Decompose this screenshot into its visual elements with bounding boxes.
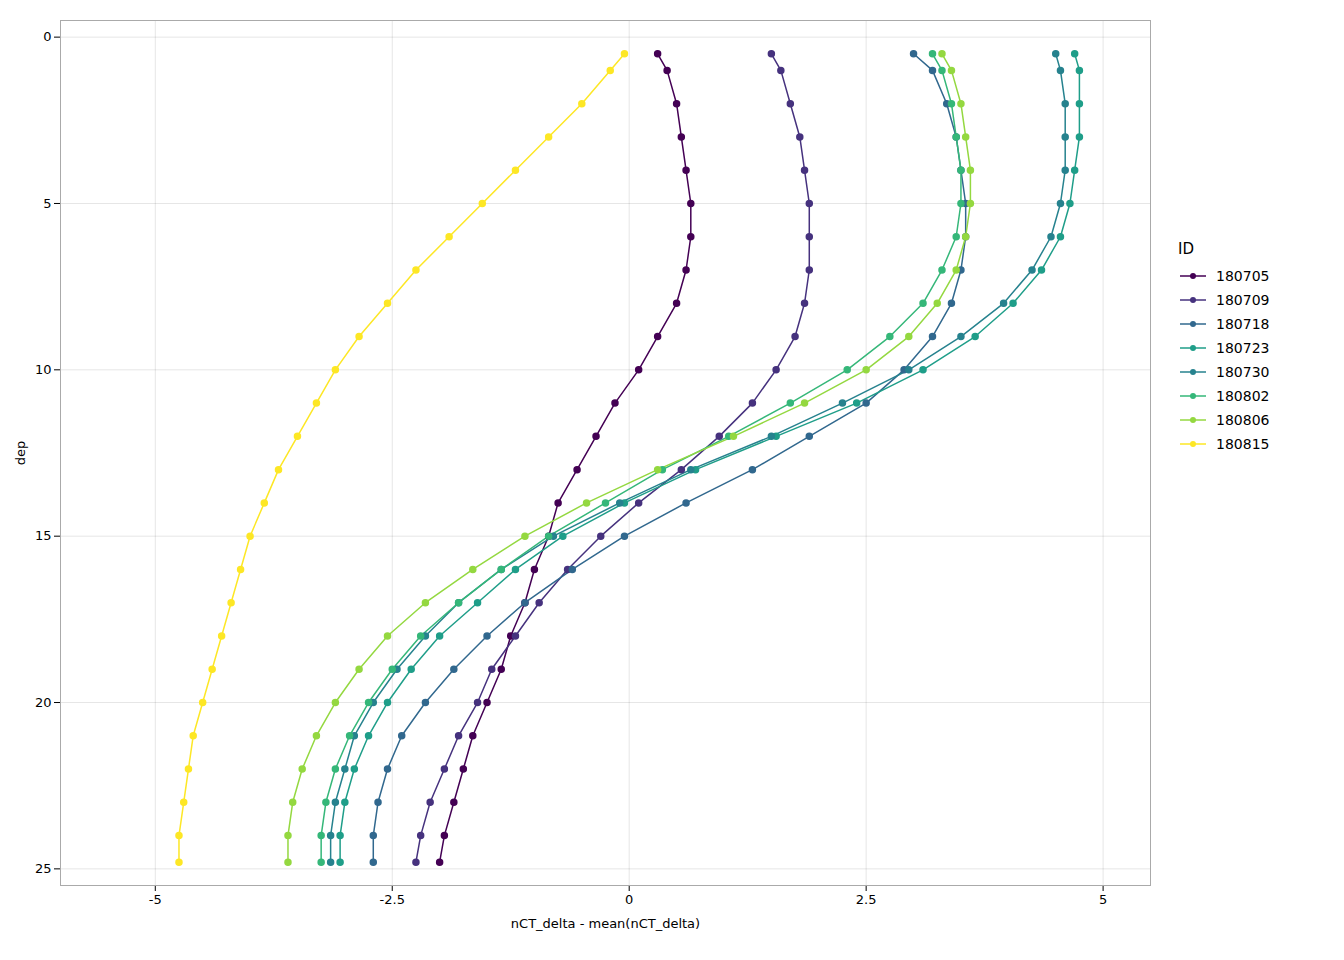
svg-text:nCT_delta - mean(nCT_delta): nCT_delta - mean(nCT_delta) xyxy=(511,916,700,931)
html-text:180709: 180709 xyxy=(1216,292,1270,308)
html-text:180815: 180815 xyxy=(1216,436,1270,452)
svg-text:20: 20 xyxy=(35,695,52,710)
html-text:180718: 180718 xyxy=(1216,316,1270,332)
svg-text:0: 0 xyxy=(43,29,51,44)
html-text:180705: 180705 xyxy=(1216,268,1270,284)
svg-text:dep: dep xyxy=(13,441,28,466)
svg-text:5: 5 xyxy=(1099,892,1107,907)
svg-text:-5: -5 xyxy=(149,892,162,907)
html-text:180723: 180723 xyxy=(1216,340,1270,356)
svg-text:25: 25 xyxy=(35,861,52,876)
svg-text:10: 10 xyxy=(35,362,52,377)
svg-text:15: 15 xyxy=(35,528,52,543)
svg-text:2.5: 2.5 xyxy=(856,892,877,907)
html-text:180730: 180730 xyxy=(1216,364,1270,380)
html-text:ID: ID xyxy=(1178,240,1194,258)
svg-text:-2.5: -2.5 xyxy=(380,892,405,907)
svg-text:0: 0 xyxy=(625,892,633,907)
html-text:180806: 180806 xyxy=(1216,412,1270,428)
html-text:180802: 180802 xyxy=(1216,388,1270,404)
svg-text:5: 5 xyxy=(43,196,51,211)
